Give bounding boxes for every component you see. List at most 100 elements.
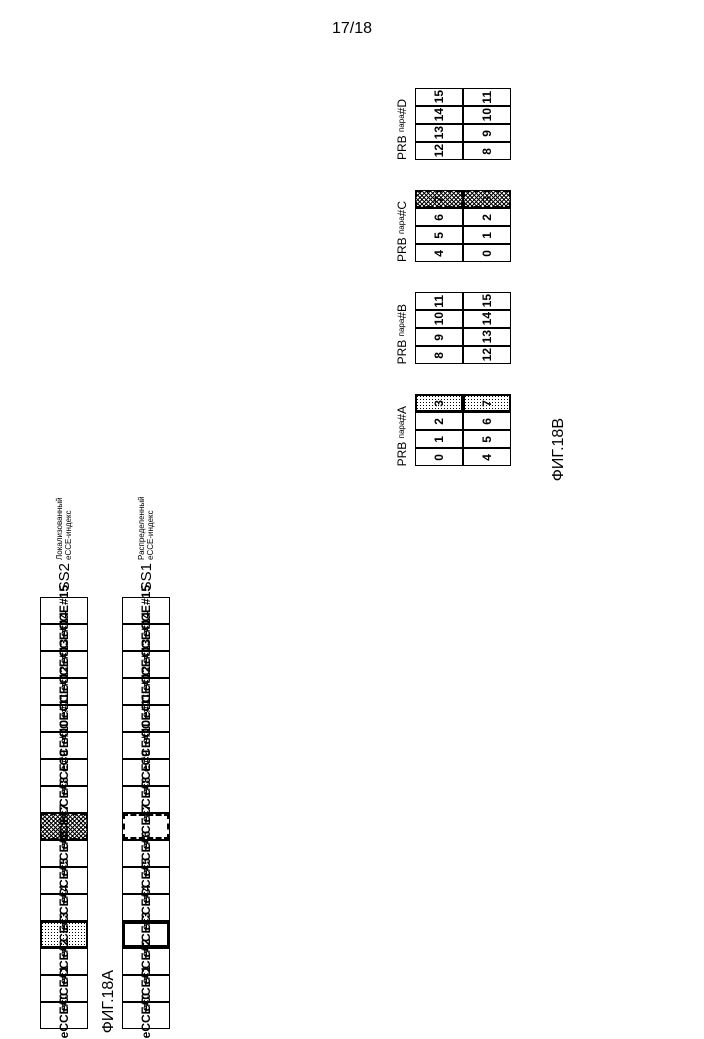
prb-cell: 3: [463, 190, 511, 208]
prb-cell-label: 13: [432, 126, 446, 139]
fig-a-caption: ФИГ.18A: [100, 970, 118, 1033]
ss-column-ss1: Распределенный eCCE-индексSS1eCCE#0eCCE#…: [122, 480, 170, 1029]
prb-block-C: PRB пара#C 4 5 6 7 0 1 2 3: [395, 190, 525, 262]
prb-cell-label: 14: [480, 312, 494, 325]
prb-cell: 2: [415, 412, 463, 430]
prb-cell: 1: [463, 226, 511, 244]
prb-cell-label: 8: [480, 148, 494, 155]
prb-col: 12 13 14 15: [415, 88, 463, 160]
prb-cell: 2: [463, 208, 511, 226]
prb-cell: 9: [415, 328, 463, 346]
prb-block-D: PRB пара#D 12 13 14 15 8 9 10 11: [395, 88, 525, 160]
prb-cell-label: 9: [480, 130, 494, 137]
prb-cell-label: 6: [432, 214, 446, 221]
ss-column-ss2: Локализованный eCCE-индексSS2eCCE#0eCCE#…: [40, 480, 88, 1029]
prb-cell-label: 12: [480, 348, 494, 361]
prb-cell: 8: [415, 346, 463, 364]
prb-col: 8 9 10 11: [415, 292, 463, 364]
prb-cell-label: 3: [432, 400, 446, 407]
prb-cell: 14: [415, 106, 463, 124]
prb-col: 8 9 10 11: [463, 88, 511, 160]
prb-cell: 14: [463, 310, 511, 328]
ss-small-label: Распределенный eCCE-индекс: [137, 480, 155, 560]
prb-cell-label: 12: [432, 144, 446, 157]
prb-cell-label: 8: [432, 352, 446, 359]
prb-col: 0 1 2 3: [415, 394, 463, 466]
prb-cell: 11: [415, 292, 463, 310]
ss-cell-label: eCCE#15: [57, 585, 71, 637]
ss-small-label: Локализованный eCCE-индекс: [55, 480, 73, 560]
prb-cell-label: 0: [480, 250, 494, 257]
prb-col: 4 5 6 7: [415, 190, 463, 262]
prb-grid: 4 5 6 7 0 1 2 3: [415, 190, 511, 262]
prb-cell-label: 10: [432, 312, 446, 325]
prb-cell-label: 11: [480, 91, 494, 104]
prb-cell: 7: [415, 190, 463, 208]
ss-cells: eCCE#0eCCE#1eCCE#2eCCE#3eCCE#4eCCE#5eCCE…: [122, 597, 170, 1029]
prb-cell: 5: [415, 226, 463, 244]
ss-cell: eCCE#15: [40, 597, 88, 624]
ss-cell: eCCE#15: [122, 597, 170, 624]
prb-cell-label: 15: [432, 90, 446, 103]
prb-cell: 6: [463, 412, 511, 430]
prb-cell: 11: [463, 88, 511, 106]
prb-block-B: PRB пара#B 8 9 10 11 12 13 14 15: [395, 292, 525, 364]
prb-cell-label: 14: [432, 108, 446, 121]
prb-cell-label: 4: [480, 454, 494, 461]
page-number: 17/18: [0, 20, 704, 38]
prb-cell-label: 9: [432, 334, 446, 341]
prb-cell-label: 13: [480, 330, 494, 343]
prb-grid: 12 13 14 15 8 9 10 11: [415, 88, 511, 160]
prb-cell: 13: [463, 328, 511, 346]
prb-cell: 3: [415, 394, 463, 412]
prb-cell-label: 1: [480, 232, 494, 239]
prb-cell: 12: [415, 142, 463, 160]
prb-label: PRB пара#A: [395, 404, 409, 466]
prb-cell: 4: [463, 448, 511, 466]
prb-cell-label: 2: [480, 214, 494, 221]
ss-cell-label: eCCE#15: [139, 585, 153, 637]
prb-cell: 10: [415, 310, 463, 328]
prb-grid: 0 1 2 3 4 5 6 7: [415, 394, 511, 466]
page: 17/18 Локализованный eCCE-индексSS2eCCE#…: [0, 0, 704, 1000]
prb-cell: 6: [415, 208, 463, 226]
ss-columns-group: Локализованный eCCE-индексSS2eCCE#0eCCE#…: [40, 480, 170, 1029]
prb-cell-label: 5: [480, 436, 494, 443]
prb-cell: 9: [463, 124, 511, 142]
prb-col: 12 13 14 15: [463, 292, 511, 364]
prb-cell: 4: [415, 244, 463, 262]
prb-cell-label: 2: [432, 418, 446, 425]
prb-cell: 0: [463, 244, 511, 262]
prb-cell-label: 7: [480, 400, 494, 407]
prb-cell-label: 1: [432, 436, 446, 443]
prb-cell: 12: [463, 346, 511, 364]
prb-cell-label: 15: [480, 294, 494, 307]
prb-blocks-group: PRB пара#D12131415891011PRB пара#C456701…: [395, 88, 525, 496]
prb-cell: 5: [463, 430, 511, 448]
prb-label: PRB пара#C: [395, 199, 409, 262]
prb-cell-label: 4: [432, 250, 446, 257]
prb-cell-label: 10: [480, 108, 494, 121]
prb-cell-label: 5: [432, 232, 446, 239]
ss-cells: eCCE#0eCCE#1eCCE#2eCCE#3eCCE#4eCCE#5eCCE…: [40, 597, 88, 1029]
prb-grid: 8 9 10 11 12 13 14 15: [415, 292, 511, 364]
prb-col: 0 1 2 3: [463, 190, 511, 262]
prb-cell-label: 0: [432, 454, 446, 461]
prb-label: PRB пара#B: [395, 302, 409, 364]
prb-cell: 7: [463, 394, 511, 412]
prb-cell-label: 6: [480, 418, 494, 425]
prb-cell: 10: [463, 106, 511, 124]
prb-cell-label: 11: [432, 295, 446, 308]
prb-cell: 8: [463, 142, 511, 160]
prb-cell: 15: [415, 88, 463, 106]
fig-b-caption: ФИГ.18B: [550, 418, 568, 481]
prb-cell-label: 7: [432, 196, 446, 203]
prb-col: 4 5 6 7: [463, 394, 511, 466]
prb-label: PRB пара#D: [395, 97, 409, 160]
prb-cell: 13: [415, 124, 463, 142]
prb-cell-label: 3: [480, 196, 494, 203]
prb-cell: 1: [415, 430, 463, 448]
prb-block-A: PRB пара#A 0 1 2 3 4 5 6 7: [395, 394, 525, 466]
prb-cell: 0: [415, 448, 463, 466]
prb-cell: 15: [463, 292, 511, 310]
